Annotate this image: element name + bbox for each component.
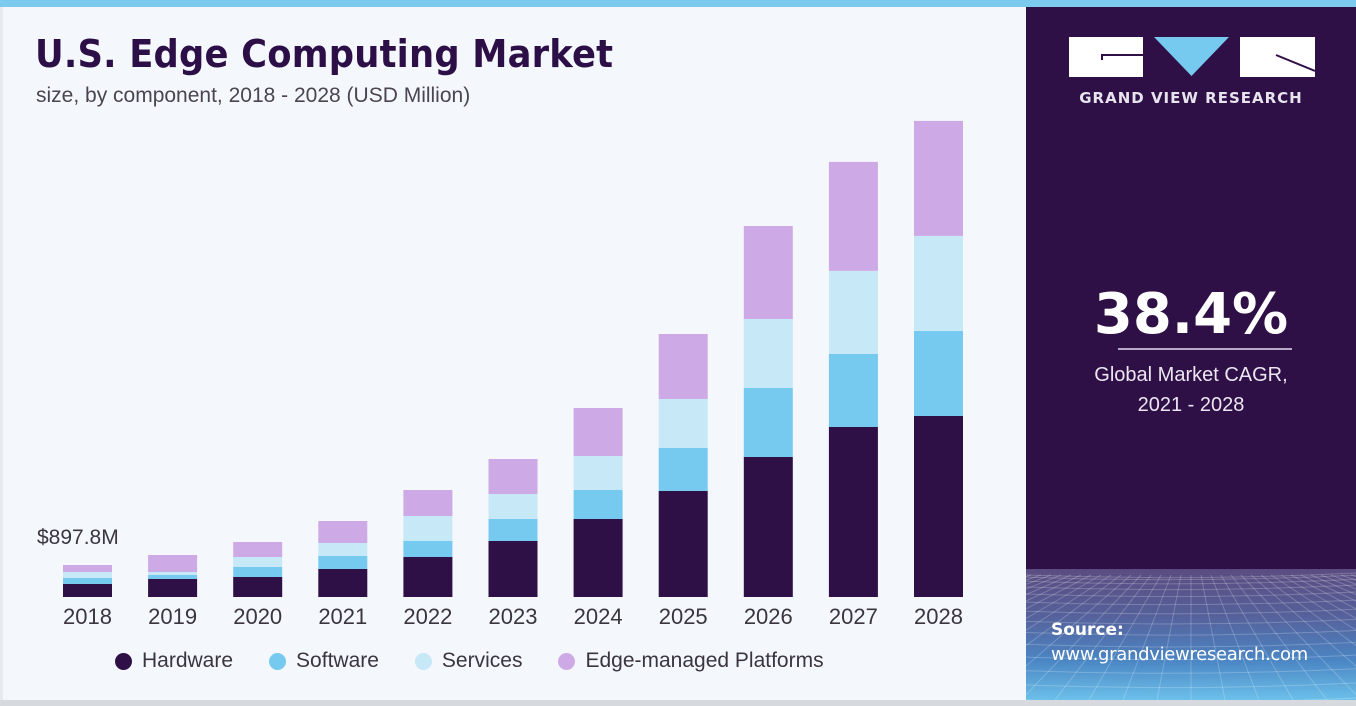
bar-segment-hardware-2024 [573,519,623,597]
bar-segment-hardware-2022 [403,557,453,597]
x-tick-label: 2019 [148,604,197,629]
legend-item-hardware: Hardware [115,649,233,673]
bar-segment-edge-managed-platforms-2027 [828,161,878,271]
bar-segment-software-2025 [658,448,708,491]
chart-legend: Hardware Software Services Edge-managed … [115,649,860,673]
bar-segment-edge-managed-platforms-2020 [233,542,283,557]
x-tick-label: 2025 [659,604,708,629]
legend-item-software: Software [269,649,379,673]
bar-segment-services-2024 [573,456,623,490]
cagr-value: 38.4% [1093,282,1289,347]
cagr-label-line2: 2021 - 2028 [1137,394,1245,416]
chart-subtitle: size, by component, 2018 - 2028 (USD Mil… [36,84,471,107]
bar-segment-software-2019 [148,575,198,579]
bar-segment-software-2027 [828,354,878,427]
chart-title: U.S. Edge Computing Market [35,32,614,76]
bar-segment-edge-managed-platforms-2026 [743,226,793,319]
decorative-grid-background [1026,569,1356,700]
bar-segment-services-2026 [743,319,793,388]
bar-segment-software-2028 [914,331,963,416]
bar-segment-edge-managed-platforms-2019 [148,555,198,572]
bar-segment-edge-managed-platforms-2021 [318,521,368,543]
stacked-bar-chart: 2018 2019 2020 2021 2022 2023 2024 2025 2026 2027… [37,120,963,629]
x-tick-label: 2026 [744,604,793,629]
legend-dot-hardware-icon [115,652,132,670]
legend-dot-software-icon [269,652,287,670]
cagr-divider [1118,348,1292,350]
bar-segment-hardware-2021 [318,569,368,597]
bar-segment-hardware-2025 [658,491,708,597]
bar-segment-software-2020 [233,567,283,577]
legend-item-services: Services [414,649,523,673]
bar-segment-services-2028 [914,235,963,331]
bar-segment-services-2021 [318,543,368,556]
legend-label: Hardware [142,649,234,672]
top-accent-strip [0,0,1356,7]
x-tick-label: 2018 [63,604,112,629]
bar-segment-edge-managed-platforms-2028 [914,120,963,236]
bar-segment-software-2024 [573,490,623,519]
bar-segment-software-2021 [318,556,368,569]
x-tick-label: 2027 [829,604,878,629]
legend-dot-edge-managed-platforms-icon [558,652,576,670]
bar-segment-edge-managed-platforms-2025 [658,334,708,399]
info-panel: GRAND VIEW RESEARCH 38.4% Global Market … [1026,7,1356,700]
bar-segment-hardware-2023 [488,541,538,597]
legend-item-edge-managed-platforms: Edge-managed Platforms [558,649,824,673]
bar-segment-software-2018 [63,578,112,584]
bar-segment-services-2025 [658,399,708,448]
source-label: Source: [1051,620,1124,640]
bar-segment-services-2019 [148,572,198,575]
gvr-logo-icon [1069,37,1315,77]
bar-segment-software-2023 [488,519,538,541]
bar-segment-services-2023 [488,494,538,519]
bar-segment-edge-managed-platforms-2018 [63,565,112,572]
bar-segment-hardware-2018 [63,584,112,597]
bar-segment-services-2027 [828,271,878,354]
bar-segment-software-2026 [743,388,793,457]
x-tick-label: 2024 [574,604,623,629]
legend-label: Edge-managed Platforms [585,649,824,672]
x-tick-label: 2020 [233,604,282,629]
bar-segment-edge-managed-platforms-2023 [488,459,538,494]
bottom-border [0,700,1356,706]
cagr-label-line1: Global Market CAGR, [1094,364,1288,386]
bar-segment-hardware-2026 [743,457,793,597]
x-tick-label: 2022 [403,604,452,629]
x-tick-label: 2023 [489,604,538,629]
cagr-label: Global Market CAGR, 2021 - 2028 [1026,360,1356,420]
bar-segment-software-2022 [403,541,453,557]
bar-segment-services-2018 [63,572,112,578]
legend-dot-services-icon [414,652,432,670]
legend-label: Software [296,649,379,672]
x-tick-label: 2028 [914,604,963,629]
bar-segment-hardware-2019 [148,579,198,597]
bar-segment-services-2022 [403,516,453,541]
bar-segment-edge-managed-platforms-2022 [403,490,453,516]
bar-segment-services-2020 [233,557,283,567]
bar-segment-hardware-2027 [828,427,878,597]
legend-label: Services [441,649,523,672]
bar-segment-hardware-2020 [233,577,283,597]
bar-segment-edge-managed-platforms-2024 [573,408,623,456]
bar-segment-hardware-2028 [914,416,963,597]
data-label-2018: $897.8M [37,526,119,549]
x-tick-label: 2021 [318,604,367,629]
source-url[interactable]: www.grandviewresearch.com [1051,644,1308,665]
brand-name: GRAND VIEW RESEARCH [1079,89,1303,107]
wire-grid-icon [1026,572,1356,700]
